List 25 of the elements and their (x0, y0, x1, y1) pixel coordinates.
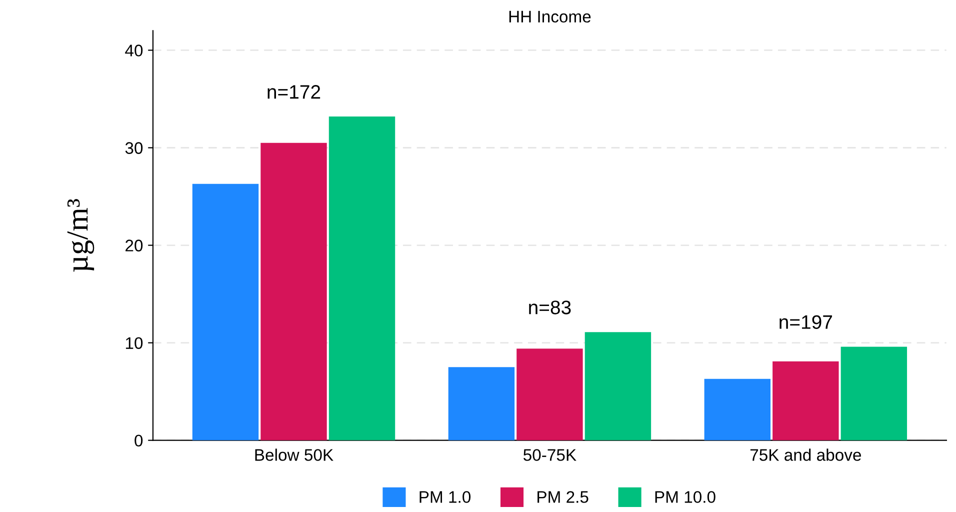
y-tick-label: 30 (125, 142, 143, 154)
y-tick-label: 0 (134, 434, 143, 447)
x-tick-label: Below 50K (255, 448, 334, 461)
bar (192, 184, 259, 440)
y-tick-label: 40 (125, 44, 143, 56)
legend-label: PM 10.0 (655, 491, 716, 503)
bar (448, 367, 515, 440)
legend-label: PM 2.5 (538, 491, 588, 503)
chart-title: HH Income (509, 10, 591, 23)
bar (260, 142, 327, 440)
legend-label: PM 1.0 (420, 491, 471, 503)
annotation: n=172 (268, 85, 320, 99)
bar (772, 361, 839, 440)
bar (840, 346, 908, 440)
x-tick-label: 75K and above (750, 448, 861, 461)
annotation: n=197 (780, 315, 832, 329)
bar (516, 348, 583, 440)
y-axis-title: µg/m³ (67, 198, 94, 272)
bar (584, 332, 652, 440)
x-tick-label: 50-75K (523, 449, 576, 461)
annotation: n=83 (529, 300, 571, 314)
bar (704, 378, 771, 440)
bar (328, 116, 396, 440)
y-tick-label: 10 (126, 337, 143, 349)
y-tick-label: 20 (126, 240, 143, 252)
